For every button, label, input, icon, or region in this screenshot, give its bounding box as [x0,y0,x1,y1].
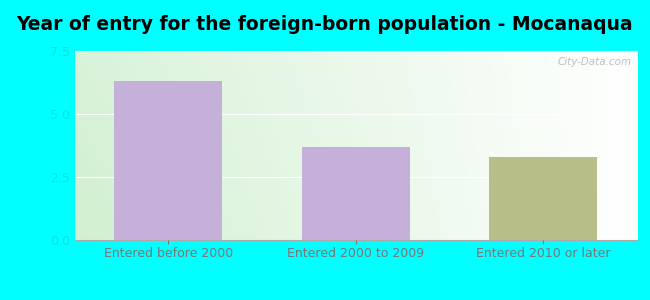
Text: City-Data.com: City-Data.com [557,57,631,67]
Bar [114,81,222,240]
Bar [302,147,410,240]
Text: Year of entry for the foreign-born population - Mocanaqua: Year of entry for the foreign-born popul… [17,15,633,34]
Bar [489,157,597,240]
